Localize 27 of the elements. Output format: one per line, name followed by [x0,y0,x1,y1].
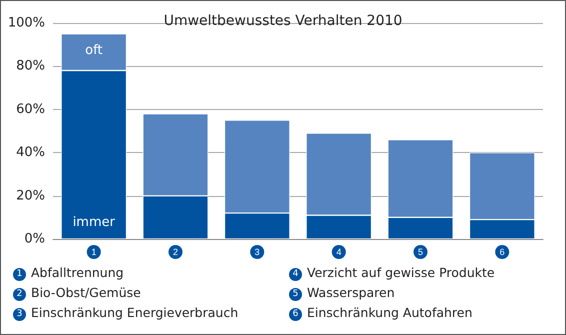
category-label: 4 [292,269,298,279]
y-tick-label: 80% [16,58,45,74]
x-tick-label: 1 [91,247,96,257]
y-tick-label: 40% [16,145,45,160]
x-tick-label: 2 [172,247,178,257]
text: Wassersparen [307,285,395,300]
category-label: 2 [16,289,22,299]
category-label: 5 [292,289,298,299]
category-label: 1 [16,269,22,279]
x-tick-label: 4 [336,247,342,257]
x-tick-label: 6 [500,247,505,257]
y-tick-label: 20% [16,188,45,204]
text: Verzicht auf gewisse Produkte [307,265,495,280]
series-label: oft [85,42,103,58]
y-tick-label: 0% [24,232,45,246]
series-label: immer [72,215,116,230]
chart-title: Umweltbewusstes Verhalten 2010 [164,13,402,29]
text: Bio-Obst/Gemüse [31,285,141,300]
y-tick-label: 100% [8,16,45,30]
x-tick-label: 3 [254,247,260,257]
category-label: 3 [16,309,22,319]
y-tick-label: 60% [16,102,45,117]
text: Einschränkung Energieverbrauch [31,305,238,320]
x-tick-label: 5 [418,247,424,257]
text: Einschränkung Autofahren [307,305,472,320]
category-label: 6 [292,309,298,319]
text: Abfalltrennung [31,265,124,280]
